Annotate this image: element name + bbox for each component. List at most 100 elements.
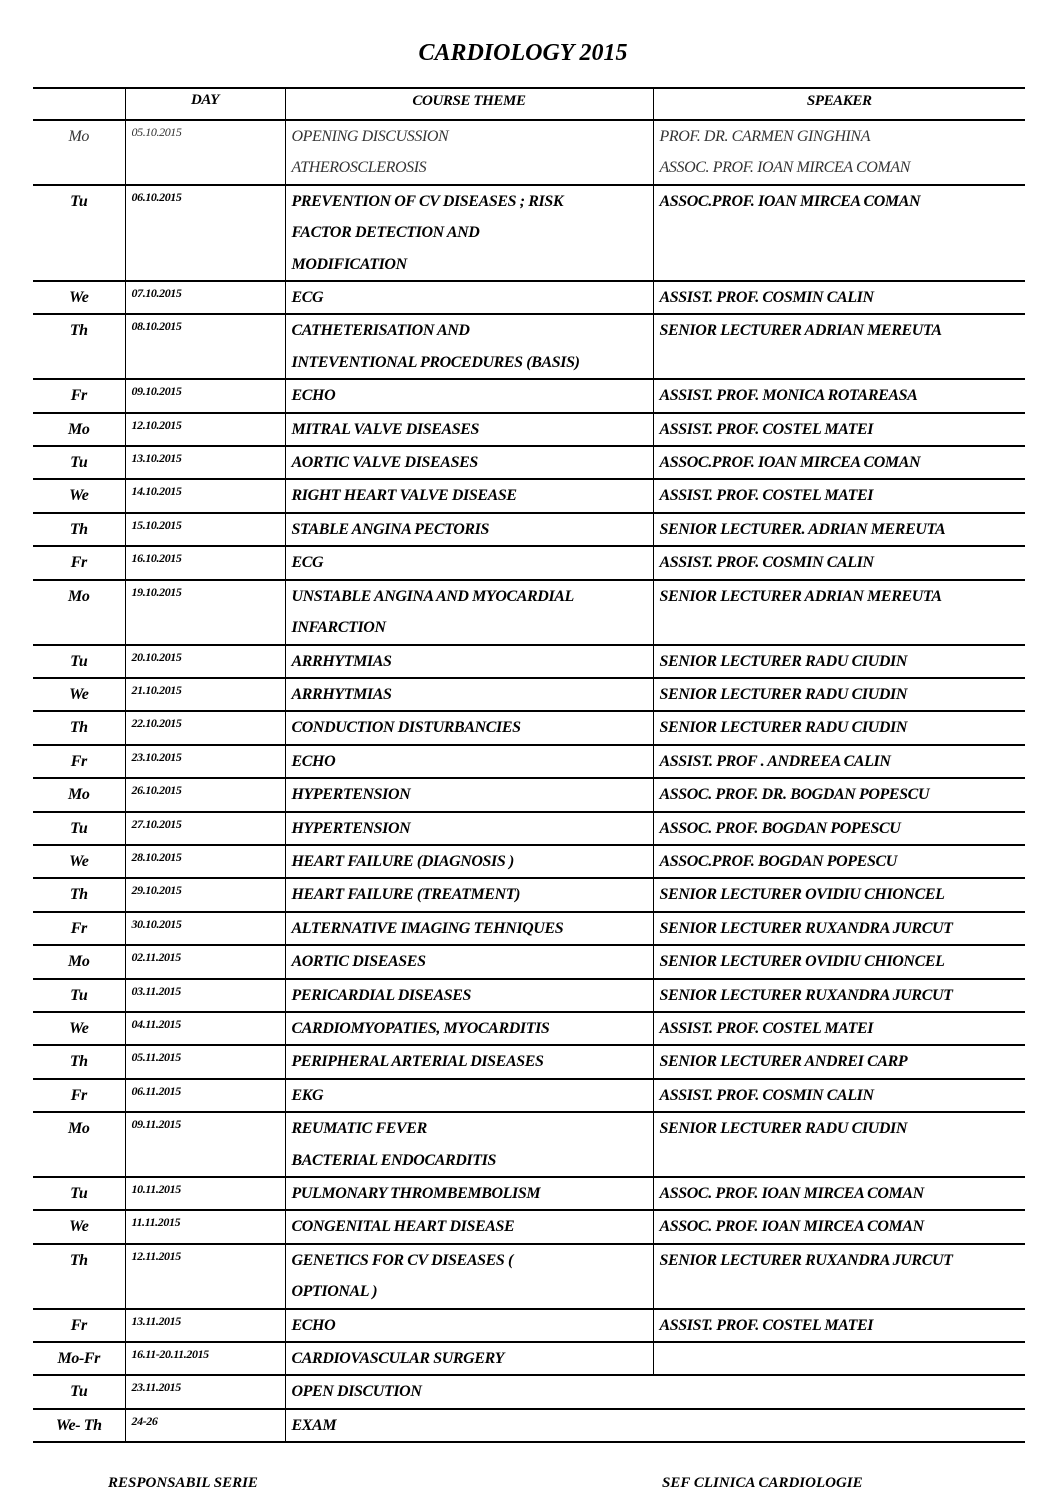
date-cell: 26.10.2015 <box>124 777 286 813</box>
day-cell: We- Th <box>33 1408 126 1443</box>
speaker-cell: SENIOR LECTURER ANDREI CARP <box>652 1044 1025 1080</box>
speaker-cell: SENIOR LECTURER RADU CIUDIN <box>652 710 1025 746</box>
day-cell: Th <box>33 1243 126 1310</box>
table-row: Th 15.10.2015 STABLE ANGINA PECTORIS SENIOR… <box>33 512 1025 547</box>
course-theme-line: ARRHYTMIAS <box>291 652 392 670</box>
table-row: Tu 03.11.2015 PERICARDIAL DISEASES SENIOR L… <box>33 978 1025 1013</box>
course-theme-cell: GENETICS FOR CV DISEASES (OPTIONAL ) <box>284 1243 654 1310</box>
footer-sef-clinica: SEF CLINICA CARDIOLOGIE <box>662 1475 863 1491</box>
table-row: We 14.10.2015 RIGHT HEART VALVE DISEASE ASS… <box>33 478 1025 514</box>
course-theme-line: PERICARDIAL DISEASES <box>291 986 472 1004</box>
speaker-line: ASSIST. PROF. COSMIN CALIN <box>659 289 875 307</box>
course-theme-line: CONDUCTION DISTURBANCIES <box>291 719 522 737</box>
speaker-line: ASSIST. PROF. COSMIN CALIN <box>659 554 875 572</box>
course-theme-cell: UNSTABLE ANGINA AND MYOCARDIAL INFARCTION <box>284 579 654 645</box>
course-theme-cell: PERICARDIAL DISEASES <box>284 978 654 1013</box>
date-cell: 23.10.2015 <box>124 744 286 779</box>
course-theme-line: INFARCTION <box>291 619 387 637</box>
speaker-line: SENIOR LECTURER. ADRIAN MEREUTA <box>659 520 946 538</box>
table-row: Tu 23.11.2015 OPEN DISCUTION <box>33 1374 1025 1410</box>
course-theme-cell: STABLE ANGINA PECTORIS <box>284 512 654 547</box>
course-theme-line: ARRHYTMIAS <box>291 685 392 703</box>
speaker-cell: SENIOR LECTURER ADRIAN MEREUTA <box>652 579 1025 645</box>
table-row: We- Th 24-26 EXAM <box>33 1408 1025 1443</box>
speaker-line: SENIOR LECTURER RADU CIUDIN <box>659 652 908 670</box>
date-cell: 11.11.2015 <box>124 1209 286 1245</box>
table-row: Fr 16.10.2015 ECG ASSIST. PROF. COSMIN CALI… <box>33 545 1025 581</box>
table-row: Th 08.10.2015 CATHETERISATION AND INTEVENTI… <box>33 313 1025 380</box>
table-row: Th 05.11.2015 PERIPHERAL ARTERIAL DISEASES… <box>33 1044 1025 1080</box>
speaker-cell: SENIOR LECTURER RADU CIUDIN <box>652 643 1025 679</box>
speaker-line: ASSOC.PROF. IOAN MIRCEA COMAN <box>659 192 921 210</box>
table-row: Fr 23.10.2015 ECHO ASSIST. PROF . ANDREEA C… <box>33 744 1025 779</box>
day-cell: Mo <box>33 1111 126 1178</box>
schedule-table: DAY COURSE THEME SPEAKER Mo 05.10.2015 OPE… <box>33 87 1025 1443</box>
date-cell: 05.10.2015 <box>124 119 286 186</box>
date-cell: 30.10.2015 <box>124 911 286 946</box>
course-theme-line: EXAM <box>291 1416 337 1434</box>
course-theme-cell: CONGENITAL HEART DISEASE <box>284 1209 654 1245</box>
course-theme-line: RIGHT HEART VALVE DISEASE <box>291 487 518 505</box>
course-theme-line: ECHO <box>291 1316 336 1334</box>
table-row: Fr 13.11.2015 ECHO ASSIST. PROF. COSTEL MAT… <box>33 1308 1025 1343</box>
speaker-cell: ASSIST. PROF. COSTEL MATEI <box>652 412 1025 447</box>
course-theme-line: CONGENITAL HEART DISEASE <box>291 1218 515 1236</box>
day-cell: Mo <box>33 777 126 813</box>
speaker-line: SENIOR LECTURER OVIDIU CHIONCEL <box>659 886 945 904</box>
date-cell: 12.11.2015 <box>124 1243 286 1310</box>
speaker-cell: ASSIST. PROF. COSTEL MATEI <box>652 1011 1025 1046</box>
date-cell: 16.11-20.11.2015 <box>124 1341 286 1376</box>
speaker-line: SENIOR LECTURER RUXANDRA JURCUT <box>659 986 953 1004</box>
day-cell: Tu <box>33 978 126 1013</box>
course-theme-cell: EKG <box>284 1078 654 1113</box>
course-theme-line: ECHO <box>291 752 336 770</box>
course-theme-line: AORTIC VALVE DISEASES <box>291 454 479 472</box>
table-header-row: DAY COURSE THEME SPEAKER <box>33 87 1025 121</box>
course-theme-line: CARDIOMYOPATIES, MYOCARDITIS <box>291 1019 550 1037</box>
course-theme-line: OPENING DISCUSSION <box>291 128 449 145</box>
speaker-line: SENIOR LECTURER RADU CIUDIN <box>659 719 908 737</box>
header-course-theme: COURSE THEME <box>284 87 654 121</box>
day-cell: Th <box>33 710 126 746</box>
course-theme-line: CARDIOVASCULAR SURGERY <box>291 1350 505 1368</box>
course-theme-cell: HYPERTENSION <box>284 777 654 813</box>
table-row: We 07.10.2015 ECG ASSIST. PROF. COSMIN CALI… <box>33 280 1025 315</box>
document-title: CARDIOLOGY 2015 <box>418 40 628 66</box>
table-row: Th 22.10.2015 CONDUCTION DISTURBANCIES SENI… <box>33 710 1025 746</box>
course-theme-line: UNSTABLE ANGINA AND MYOCARDIAL <box>291 587 575 605</box>
course-theme-cell: HEART FAILURE (TREATMENT) <box>284 877 654 913</box>
speaker-line: ASSIST. PROF. COSTEL MATEI <box>659 1316 874 1334</box>
date-cell: 08.10.2015 <box>124 313 286 380</box>
course-theme-cell: OPENING DISCUSSION ATHEROSCLEROSIS <box>284 119 654 186</box>
date-cell: 21.10.2015 <box>124 677 286 712</box>
speaker-cell: SENIOR LECTURER RUXANDRA JURCUT <box>652 911 1025 946</box>
table-row: Mo 09.11.2015 REUMATIC FEVER BACTERIAL ENDO… <box>33 1111 1025 1178</box>
table-row: Tu 20.10.2015 ARRHYTMIAS SENIOR LECTURER RA… <box>33 643 1025 679</box>
speaker-cell: ASSOC.PROF. IOAN MIRCEA COMAN <box>652 445 1025 480</box>
date-cell: 09.10.2015 <box>124 378 286 414</box>
speaker-cell: ASSOC.PROF. BOGDAN POPESCU <box>652 844 1025 879</box>
speaker-cell: ASSIST. PROF. COSTEL MATEI <box>652 1308 1025 1343</box>
table-row: Mo 26.10.2015 HYPERTENSION ASSOC. PROF. DR.… <box>33 777 1025 813</box>
date-cell: 29.10.2015 <box>124 877 286 913</box>
table-row: Tu 06.10.2015 PREVENTION OF CV DISEASES ; … <box>33 184 1025 282</box>
speaker-line: ASSOC. PROF. IOAN MIRCEA COMAN <box>659 1185 925 1202</box>
day-cell: Fr <box>33 744 126 779</box>
day-cell: We <box>33 677 126 712</box>
day-cell: We <box>33 1011 126 1046</box>
date-cell: 23.11.2015 <box>124 1374 286 1410</box>
date-cell: 22.10.2015 <box>124 710 286 746</box>
date-cell: 05.11.2015 <box>124 1044 286 1080</box>
course-theme-line: HYPERTENSION <box>291 819 411 837</box>
table-row: Mo-Fr 16.11-20.11.2015 CARDIOVASCULAR SURG… <box>33 1341 1025 1376</box>
speaker-line: PROF. DR. CARMEN GINGHINA <box>659 128 871 145</box>
course-theme-cell: AORTIC VALVE DISEASES <box>284 445 654 480</box>
day-cell: Th <box>33 313 126 380</box>
speaker-cell: ASSOC. PROF. IOAN MIRCEA COMAN <box>652 1209 1025 1245</box>
table-row: We 21.10.2015 ARRHYTMIAS SENIOR LECTURER RA… <box>33 677 1025 712</box>
day-cell: We <box>33 478 126 514</box>
day-cell: We <box>33 280 126 315</box>
table-row: Tu 27.10.2015 HYPERTENSION ASSOC. PROF. BO… <box>33 811 1025 846</box>
date-cell: 02.11.2015 <box>124 944 286 980</box>
table-row: Mo 02.11.2015 AORTIC DISEASES SENIOR LECTUR… <box>33 944 1025 980</box>
